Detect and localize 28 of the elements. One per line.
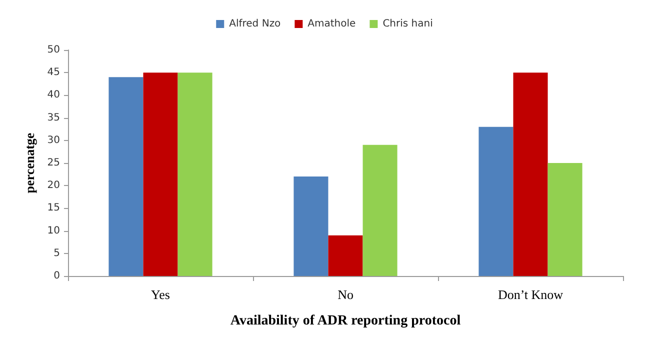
legend-label: Amathole [308, 18, 356, 30]
y-tick-label: 50 [47, 44, 60, 56]
y-tick-label: 45 [47, 67, 60, 78]
y-tick-label: 10 [47, 225, 60, 236]
bar [478, 126, 514, 276]
y-tick-label: 20 [47, 180, 60, 192]
bar [178, 72, 212, 276]
bar [513, 72, 548, 276]
y-tick-label: 25 [47, 158, 60, 168]
bar [548, 163, 582, 276]
legend-label: Chris hani [382, 18, 433, 30]
x-tick-label: Don’t Know [498, 287, 564, 302]
x-tick-label: Yes [151, 287, 170, 302]
bar [108, 77, 144, 276]
y-tick-label: 40 [47, 90, 60, 101]
bar [143, 72, 178, 276]
y-tick-label: 0 [54, 270, 60, 282]
y-tick-label: 35 [47, 112, 60, 124]
y-tick-label: 30 [47, 134, 60, 146]
y-tick-label: 15 [47, 202, 60, 214]
bar [328, 235, 363, 276]
x-tick-label: No [338, 287, 354, 302]
bar [362, 144, 398, 276]
y-axis-title: percenatge [22, 132, 37, 194]
x-axis-title: Availability of ADR reporting protocol [230, 314, 461, 328]
y-tick-label: 5 [54, 248, 60, 259]
bar [294, 176, 328, 276]
legend-label: Alfred Nzo [229, 18, 281, 30]
